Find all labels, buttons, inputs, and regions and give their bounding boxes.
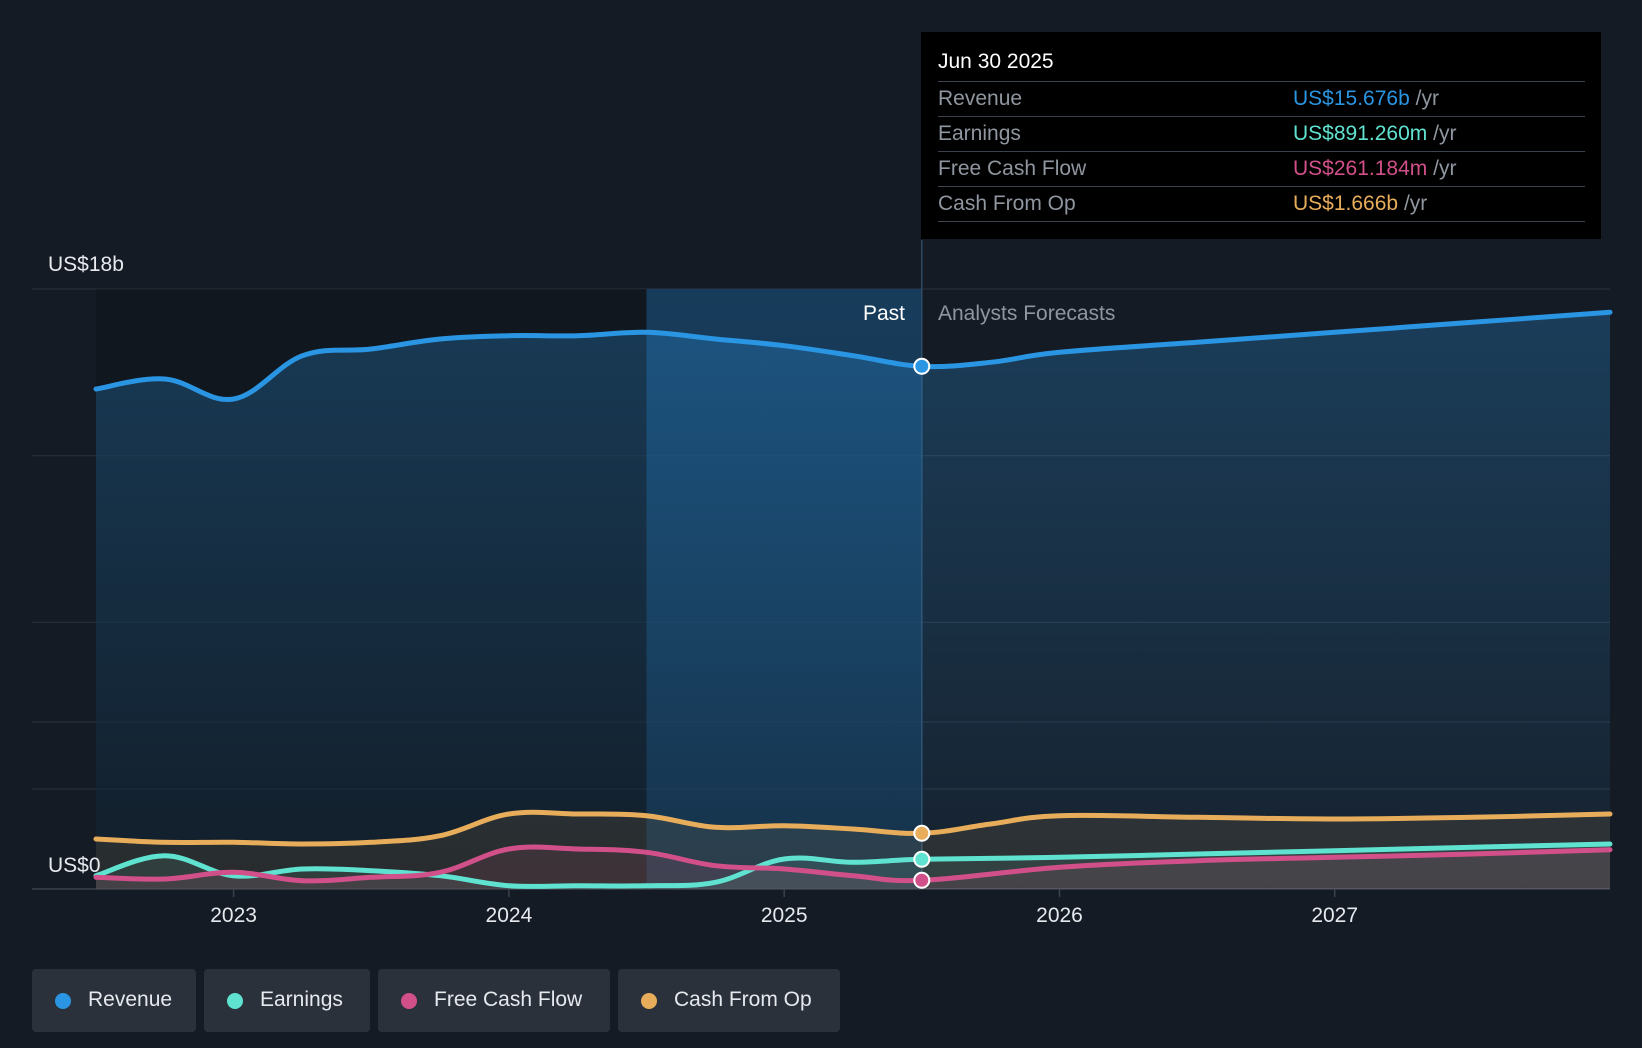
x-tick-label: 2024 xyxy=(486,904,533,927)
past-label: Past xyxy=(863,302,905,325)
tooltip-label: Revenue xyxy=(938,87,1023,110)
line-layer xyxy=(93,309,1613,889)
revenue-area xyxy=(96,312,1610,889)
legend-label: Earnings xyxy=(260,988,343,1011)
tooltip-date: Jun 30 2025 xyxy=(938,50,1054,73)
marker-layer xyxy=(913,357,931,889)
free-cash-flow-marker[interactable] xyxy=(913,871,931,889)
earnings-dot-icon xyxy=(227,993,243,1009)
label-layer: US$18b US$0 Past Analysts Forecasts xyxy=(48,253,1115,877)
tooltip-row-cash-from-op: Cash From Op US$1.666b /yr xyxy=(938,186,1585,222)
tooltip-value: US$261.184m /yr xyxy=(1293,157,1457,180)
area-layer xyxy=(96,312,1610,889)
x-tick-label: 2026 xyxy=(1036,904,1083,927)
x-tick-label: 2023 xyxy=(210,904,257,927)
free-cash-flow-dot-icon xyxy=(401,993,417,1009)
cash-from-op-area xyxy=(96,812,1610,889)
legend-item-revenue[interactable]: Revenue xyxy=(32,969,196,1032)
tooltip-value: US$891.260m /yr xyxy=(1293,122,1457,145)
tooltip-value: US$1.666b /yr xyxy=(1293,192,1428,215)
x-tick-label: 2027 xyxy=(1311,904,1358,927)
legend-label: Revenue xyxy=(88,988,173,1011)
tooltip-label: Earnings xyxy=(938,122,1021,145)
free-cash-flow-line xyxy=(93,844,1613,884)
earnings-line xyxy=(93,841,1613,889)
legend-item-free-cash-flow[interactable]: Free Cash Flow xyxy=(378,969,610,1032)
legend-label: Free Cash Flow xyxy=(434,988,583,1011)
data-tooltip: Jun 30 2025 Revenue US$15.676b /yr Earni… xyxy=(921,32,1601,239)
tooltip-value: US$15.676b /yr xyxy=(1293,87,1439,110)
legend-item-cash-from-op[interactable]: Cash From Op xyxy=(618,969,840,1032)
tooltip-row-earnings: Earnings US$891.260m /yr xyxy=(938,116,1585,151)
cash-from-op-marker[interactable] xyxy=(913,824,931,842)
tooltip-row-revenue: Revenue US$15.676b /yr xyxy=(938,81,1585,116)
x-tick-label: 2025 xyxy=(761,904,808,927)
y-axis-bottom-label: US$0 xyxy=(48,854,101,877)
legend-label: Cash From Op xyxy=(674,988,812,1011)
tooltip-label: Free Cash Flow xyxy=(938,157,1087,180)
cash-from-op-dot-icon xyxy=(641,993,657,1009)
forecast-label: Analysts Forecasts xyxy=(938,302,1115,325)
earnings-marker[interactable] xyxy=(913,850,931,868)
revenue-line xyxy=(93,309,1613,402)
revenue-dot-icon xyxy=(55,993,71,1009)
tooltip-label: Cash From Op xyxy=(938,192,1076,215)
cash-from-op-line xyxy=(93,809,1613,847)
y-axis-top-label: US$18b xyxy=(48,253,124,276)
tooltip-row-free-cash-flow: Free Cash Flow US$261.184m /yr xyxy=(938,151,1585,186)
legend-item-earnings[interactable]: Earnings xyxy=(204,969,370,1032)
revenue-marker[interactable] xyxy=(913,357,931,375)
x-axis-ticks: 2023 2024 2025 2026 2027 xyxy=(210,889,1358,927)
